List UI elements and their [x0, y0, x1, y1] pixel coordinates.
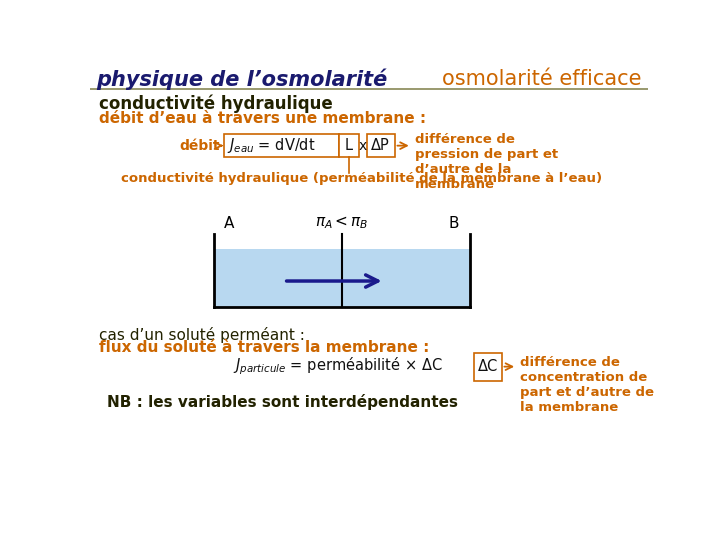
Text: flux du soluté à travers la membrane :: flux du soluté à travers la membrane : [99, 340, 430, 355]
Text: NB : les variables sont interdépendantes: NB : les variables sont interdépendantes [107, 394, 458, 410]
Text: différence de
concentration de
part et d’autre de
la membrane: différence de concentration de part et d… [520, 356, 654, 414]
Text: L: L [345, 138, 353, 153]
Bar [339, 134, 359, 157]
Text: ΔC: ΔC [477, 359, 498, 374]
Text: différence de
pression de part et
d’autre de la
membrane: différence de pression de part et d’autr… [415, 132, 558, 191]
Text: débit: débit [180, 139, 220, 153]
Text: cas d’un soluté perméant :: cas d’un soluté perméant : [99, 327, 305, 342]
Text: $J_{eau}$ = dV/dt: $J_{eau}$ = dV/dt [228, 136, 316, 155]
Text: ΔP: ΔP [372, 138, 390, 153]
Bar [366, 134, 395, 157]
Bar [224, 134, 339, 157]
Text: x: x [359, 139, 367, 153]
Text: $J_{particule}$ = perméabilité × ΔC: $J_{particule}$ = perméabilité × ΔC [233, 356, 443, 377]
Bar [214, 249, 469, 307]
Text: osmolarité efficace: osmolarité efficace [442, 69, 642, 89]
Text: A: A [225, 216, 235, 231]
Text: conductivité hydraulique (perméabilité de la membrane à l’eau): conductivité hydraulique (perméabilité d… [121, 172, 602, 185]
Text: B: B [449, 216, 459, 231]
Text: $\pi_A < \pi_B$: $\pi_A < \pi_B$ [315, 214, 369, 231]
Bar [474, 353, 502, 381]
Text: débit d’eau à travers une membrane :: débit d’eau à travers une membrane : [99, 111, 426, 126]
Text: physique de l’osmolarité: physique de l’osmolarité [96, 69, 387, 90]
Text: conductivité hydraulique: conductivité hydraulique [99, 94, 333, 112]
